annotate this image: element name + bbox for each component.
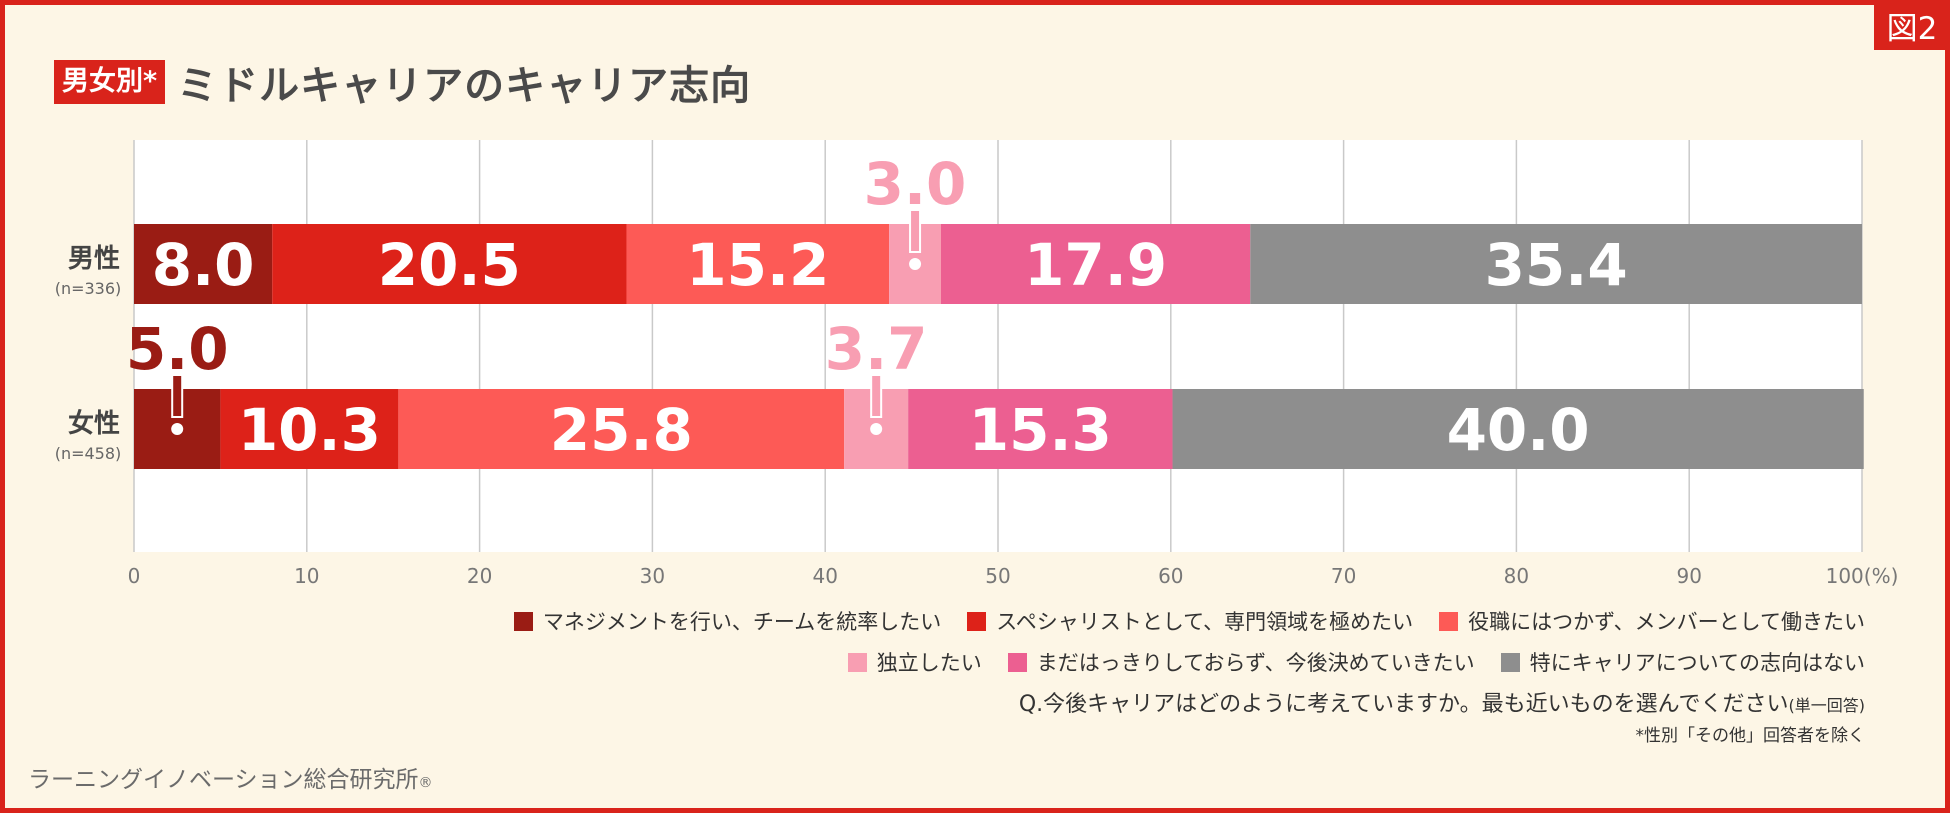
category-label: 女性 — [68, 408, 120, 439]
x-tick-label: 0 — [128, 564, 141, 588]
x-tick-label: 10 — [294, 564, 319, 588]
legend-item-independent: 独立したい — [847, 647, 982, 677]
callout-leader — [870, 374, 883, 418]
x-tick-label: 60 — [1158, 564, 1183, 588]
registered-mark: ® — [418, 775, 433, 791]
legend-swatch-independent — [847, 652, 867, 672]
legend-item-specialist: スペシャリストとして、専門領域を極めたい — [967, 606, 1413, 636]
survey-question-text: Q.今後キャリアはどのように考えていますか。最も近いものを選んでください — [1018, 692, 1789, 717]
bar-segment — [1172, 389, 1864, 469]
value-label: 35.4 — [1485, 231, 1628, 299]
value-label: 17.9 — [1024, 231, 1167, 299]
legend-label-independent: 独立したい — [876, 651, 982, 675]
x-tick-label: 40 — [812, 564, 837, 588]
x-tick-label: 20 — [467, 564, 492, 588]
value-label: 15.2 — [686, 231, 829, 299]
legend-swatch-undecided — [1007, 652, 1027, 672]
title-area: 男女別* ミドルキャリアのキャリア志向 — [54, 53, 751, 111]
figure-number-tag: 図2 — [1874, 0, 1950, 50]
bar-segment — [272, 224, 627, 304]
legend-item-no-intention: 特にキャリアについての志向はない — [1500, 647, 1865, 677]
value-label: 8.0 — [152, 231, 255, 299]
legend-swatch-no-intention — [1500, 652, 1520, 672]
value-label: 15.3 — [969, 396, 1112, 464]
x-tick-label: 50 — [985, 564, 1010, 588]
value-label: 20.5 — [378, 231, 521, 299]
legend-label-member: 役職にはつかず、メンバーとして働きたい — [1468, 610, 1865, 634]
legend-swatch-specialist — [967, 611, 987, 631]
category-sample-size: (n=458) — [55, 444, 122, 463]
legend-label-no-intention: 特にキャリアについての志向はない — [1529, 651, 1865, 675]
category-sample-size: (n=336) — [55, 279, 122, 298]
callout-dot — [167, 419, 188, 439]
legend-swatch-member — [1439, 611, 1459, 631]
category-label: 男性 — [68, 244, 120, 274]
value-label: 25.8 — [550, 396, 693, 464]
bar-segment — [134, 224, 273, 304]
survey-question-note: (単一回答) — [1788, 696, 1866, 715]
chart-title: ミドルキャリアのキャリア志向 — [177, 63, 752, 109]
callout-leader — [909, 209, 922, 253]
legend-row-2: 独立したい まだはっきりしておらず、今後決めていきたい 特にキャリアについての志… — [822, 647, 1865, 677]
legend-item-member: 役職にはつかず、メンバーとして働きたい — [1439, 606, 1865, 636]
legend-label-undecided: まだはっきりしておらず、今後決めていきたい — [1036, 651, 1475, 675]
bar-segment — [908, 389, 1173, 469]
bar-segment — [626, 224, 890, 304]
callout-dot — [905, 254, 926, 274]
bar-segment — [220, 389, 399, 469]
x-tick-label: 90 — [1676, 564, 1701, 588]
x-tick-label: 100(%) — [1826, 564, 1899, 588]
callout-dot — [866, 419, 887, 439]
value-label-callout: 5.0 — [126, 315, 229, 383]
x-tick-label: 80 — [1504, 564, 1529, 588]
footnote: *性別「その他」回答者を除く — [1635, 726, 1866, 746]
legend-label-specialist: スペシャリストとして、専門領域を極めたい — [996, 610, 1414, 634]
bar-segment — [398, 389, 845, 469]
legend-item-undecided: まだはっきりしておらず、今後決めていきたい — [1007, 647, 1475, 677]
value-label: 40.0 — [1447, 396, 1590, 464]
bar-segment — [1250, 224, 1862, 304]
bar-segment — [940, 224, 1251, 304]
legend-item-management: マネジメントを行い、チームを統率したい — [513, 606, 942, 636]
value-label-callout: 3.0 — [864, 150, 967, 218]
publisher-name: ラーニングイノベーション総合研究所 — [28, 767, 419, 793]
legend-swatch-management — [513, 611, 533, 631]
publisher-credit: ラーニングイノベーション総合研究所® — [28, 760, 433, 794]
legend-label-management: マネジメントを行い、チームを統率したい — [542, 610, 942, 634]
title-badge: 男女別* — [54, 60, 166, 104]
x-tick-label: 70 — [1331, 564, 1356, 588]
callout-leader — [171, 374, 184, 418]
value-label: 10.3 — [238, 396, 381, 464]
survey-question: Q.今後キャリアはどのように考えていますか。最も近いものを選んでください(単一回… — [1019, 686, 1865, 718]
value-label-callout: 3.7 — [825, 315, 928, 383]
legend-row-1: マネジメントを行い、チームを統率したい スペシャリストとして、専門領域を極めたい… — [488, 606, 1865, 636]
x-tick-label: 30 — [640, 564, 665, 588]
